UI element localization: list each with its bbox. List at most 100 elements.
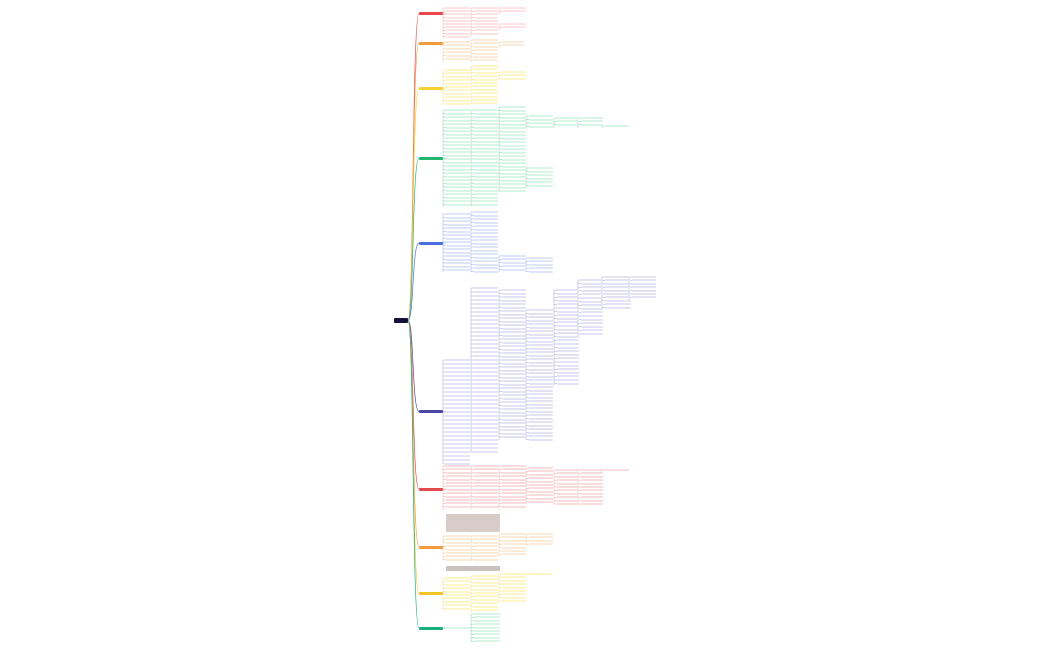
topic-node[interactable] — [446, 451, 470, 453]
subtopic-node[interactable] — [474, 379, 498, 381]
subtopic-node[interactable] — [474, 291, 498, 293]
detail-node[interactable] — [529, 118, 553, 121]
topic-node[interactable] — [446, 237, 472, 240]
subtopic-node[interactable] — [474, 545, 498, 548]
detail-node[interactable] — [632, 282, 656, 285]
detail-node[interactable] — [502, 116, 526, 119]
detail-node[interactable] — [605, 296, 631, 299]
topic-node[interactable] — [446, 255, 472, 257]
detail-node[interactable] — [581, 482, 603, 485]
detail-node[interactable] — [605, 276, 631, 278]
detail-node[interactable] — [557, 361, 579, 363]
detail-node[interactable] — [529, 484, 553, 486]
highlighted-topic-block[interactable] — [446, 514, 500, 532]
detail-node[interactable] — [529, 358, 553, 360]
detail-node[interactable] — [581, 282, 603, 285]
detail-node[interactable] — [529, 417, 553, 420]
detail-node[interactable] — [502, 292, 526, 295]
detail-node[interactable] — [557, 379, 579, 381]
topic-node[interactable] — [446, 499, 470, 501]
root-node[interactable] — [394, 318, 408, 323]
topic-node[interactable] — [446, 251, 472, 254]
subtopic-node[interactable] — [474, 260, 498, 262]
topic-node[interactable] — [446, 19, 470, 22]
detail-node[interactable] — [557, 332, 579, 335]
detail-node[interactable] — [581, 279, 603, 281]
subtopic-node[interactable] — [474, 423, 498, 425]
detail-node[interactable] — [529, 122, 553, 124]
topic-node[interactable] — [446, 363, 470, 365]
topic-node[interactable] — [446, 604, 470, 607]
detail-node[interactable] — [557, 382, 579, 385]
detail-node[interactable] — [502, 310, 526, 312]
detail-node[interactable] — [502, 165, 526, 168]
detail-node[interactable] — [529, 270, 553, 273]
subtopic-node[interactable] — [474, 225, 498, 227]
detail-node[interactable] — [557, 307, 579, 309]
subtopic-node[interactable] — [474, 552, 498, 554]
detail-node[interactable] — [529, 326, 553, 329]
detail-node[interactable] — [557, 303, 579, 306]
detail-node[interactable] — [529, 260, 553, 263]
topic-node[interactable] — [446, 583, 470, 586]
topic-node[interactable] — [446, 200, 470, 202]
detail-node[interactable] — [502, 502, 526, 505]
detail-node[interactable] — [502, 10, 526, 13]
topic-node[interactable] — [446, 182, 470, 185]
detail-node[interactable] — [502, 543, 526, 546]
topic-node[interactable] — [446, 627, 470, 629]
topic-node[interactable] — [446, 558, 470, 561]
subtopic-node[interactable] — [474, 488, 498, 491]
detail-node[interactable] — [502, 394, 526, 396]
detail-node[interactable] — [529, 330, 553, 332]
subtopic-node[interactable] — [474, 249, 498, 252]
subtopic-node[interactable] — [474, 633, 500, 636]
subtopic-node[interactable] — [474, 13, 498, 16]
subtopic-node[interactable] — [474, 82, 498, 84]
subtopic-node[interactable] — [474, 42, 498, 45]
detail-node[interactable] — [502, 26, 526, 29]
topic-node[interactable] — [446, 399, 470, 401]
detail-node[interactable] — [502, 313, 526, 316]
subtopic-node[interactable] — [474, 218, 498, 220]
detail-node[interactable] — [502, 593, 526, 596]
detail-node[interactable] — [529, 480, 553, 483]
topic-node[interactable] — [446, 241, 472, 243]
detail-node[interactable] — [557, 482, 579, 485]
detail-node[interactable] — [502, 475, 526, 478]
subtopic-node[interactable] — [474, 239, 498, 241]
topic-node[interactable] — [446, 403, 470, 405]
topic-node[interactable] — [446, 502, 470, 505]
subtopic-node[interactable] — [474, 411, 498, 413]
subtopic-node[interactable] — [474, 19, 498, 22]
subtopic-node[interactable] — [474, 144, 498, 146]
detail-node[interactable] — [502, 468, 526, 471]
subtopic-node[interactable] — [474, 126, 498, 129]
detail-node[interactable] — [529, 177, 553, 180]
topic-node[interactable] — [446, 26, 470, 29]
detail-node[interactable] — [502, 324, 526, 326]
topic-node[interactable] — [446, 216, 472, 219]
detail-node[interactable] — [502, 127, 526, 129]
topic-node[interactable] — [446, 179, 470, 181]
topic-node[interactable] — [446, 555, 470, 558]
subtopic-node[interactable] — [474, 65, 498, 67]
detail-node[interactable] — [502, 600, 526, 603]
detail-node[interactable] — [502, 348, 526, 351]
subtopic-node[interactable] — [474, 189, 498, 192]
subtopic-node[interactable] — [474, 478, 498, 481]
subtopic-node[interactable] — [474, 133, 498, 136]
topic-node[interactable] — [446, 447, 470, 449]
detail-node[interactable] — [581, 329, 603, 332]
subtopic-node[interactable] — [474, 116, 498, 118]
topic-node[interactable] — [446, 47, 470, 50]
detail-node[interactable] — [502, 404, 526, 407]
subtopic-node[interactable] — [474, 598, 498, 601]
branch-3-node[interactable] — [419, 87, 443, 90]
subtopic-node[interactable] — [474, 585, 498, 588]
topic-node[interactable] — [446, 193, 470, 195]
subtopic-node[interactable] — [474, 119, 498, 122]
detail-node[interactable] — [502, 596, 526, 599]
detail-node[interactable] — [502, 334, 526, 337]
detail-node[interactable] — [529, 403, 553, 406]
